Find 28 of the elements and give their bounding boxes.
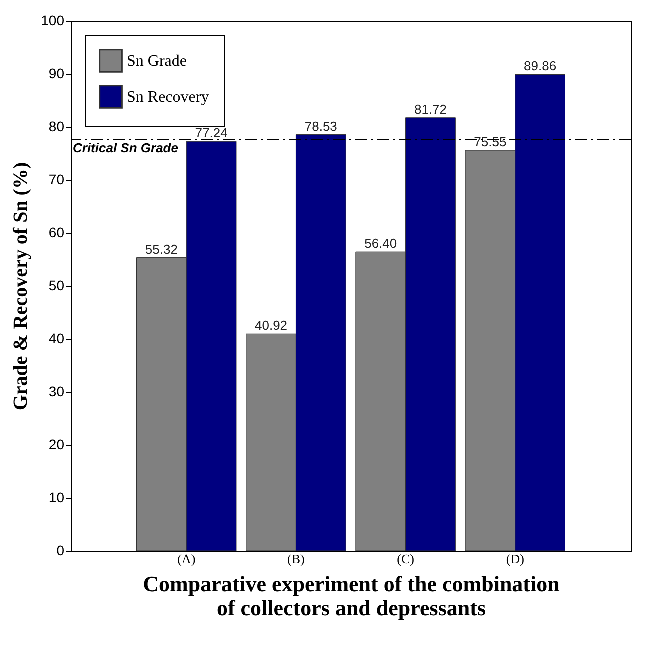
data-label: 77.24	[195, 126, 228, 141]
x-axis-title: Comparative experiment of the combination of collectors and depressants	[143, 572, 560, 620]
y-tick-label: 100	[41, 12, 65, 28]
y-tick-label: 70	[48, 172, 65, 188]
y-tick-label: 40	[48, 330, 65, 346]
legend-label: Sn Recovery	[127, 89, 210, 106]
y-tick-label: 50	[48, 278, 65, 294]
y-tick-label: 0	[56, 542, 65, 558]
data-label: 89.86	[524, 58, 557, 74]
y-tick-label: 60	[48, 224, 65, 240]
data-label: 81.72	[414, 102, 447, 117]
y-tick-label: 10	[48, 490, 65, 506]
x-tick-label: (C)	[397, 552, 414, 566]
ref-line-label: Critical Sn Grade	[73, 140, 178, 156]
data-label: 55.32	[145, 242, 178, 257]
data-label: 40.92	[255, 318, 288, 334]
y-tick-label: 80	[48, 118, 65, 134]
y-axis-title: Grade & Recovery of Sn (%)	[10, 162, 32, 411]
x-tick-label: (D)	[506, 552, 524, 566]
data-label: 75.55	[474, 134, 507, 150]
data-label: 56.40	[364, 236, 398, 252]
x-tick-label: (B)	[288, 552, 305, 566]
legend-label: Sn Grade	[127, 53, 187, 70]
y-tick-label: 20	[48, 436, 65, 452]
data-label: 78.53	[304, 118, 338, 134]
y-tick-label: 30	[48, 384, 65, 400]
x-tick-label: (A)	[178, 552, 196, 566]
y-tick-label: 90	[48, 66, 65, 82]
